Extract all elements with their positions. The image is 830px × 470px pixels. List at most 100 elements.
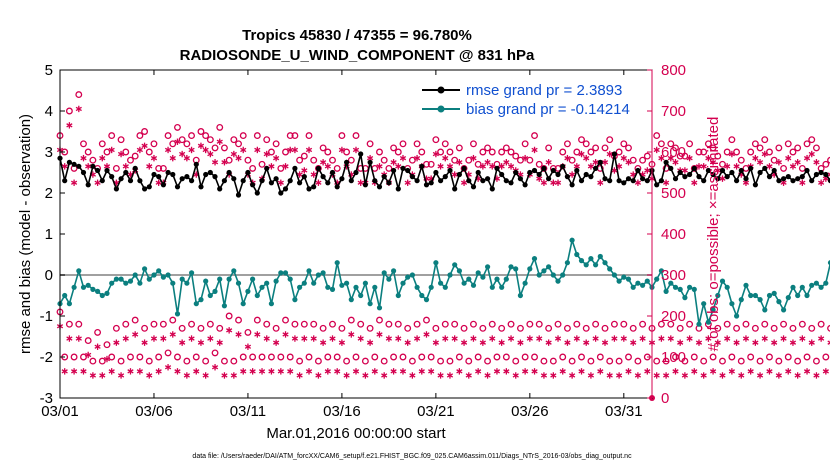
data-point-bias [640, 282, 646, 288]
data-point-rmse [499, 171, 505, 178]
data-point-rmse [391, 167, 397, 174]
data-point-rmse [123, 169, 129, 176]
obs-assimilated-marker [202, 146, 209, 154]
obs-assimilated-marker [202, 372, 209, 379]
data-point-bias [405, 274, 411, 280]
obs-assimilated-marker [197, 142, 205, 150]
obs-assimilated-marker [803, 368, 811, 375]
obs-assimilated-marker [724, 335, 731, 342]
obs-assimilated-marker [799, 335, 806, 342]
obs-assimilated-marker [221, 372, 228, 379]
obs-possible-marker [122, 148, 130, 156]
obs-assimilated-marker [305, 146, 313, 154]
y-tick-label: 2 [45, 185, 53, 202]
obs-assimilated-marker [324, 163, 331, 170]
data-point-bias [513, 266, 519, 272]
obs-possible-marker [474, 353, 482, 361]
data-point-bias [99, 292, 105, 299]
x-tick-label: 03/26 [511, 403, 549, 420]
obs-assimilated-marker [207, 335, 214, 342]
data-point-bias [781, 307, 787, 313]
obs-possible-marker [394, 320, 402, 328]
obs-assimilated-marker [761, 335, 768, 342]
obs-assimilated-marker [75, 105, 82, 113]
data-point-bias [470, 282, 477, 288]
obs-possible-marker [578, 136, 585, 144]
data-point-rmse [348, 178, 354, 184]
data-point-rmse [560, 163, 566, 169]
obs-assimilated-marker [413, 335, 421, 342]
data-point-bias [677, 286, 683, 292]
data-point-bias [668, 280, 674, 286]
data-point-rmse [555, 171, 561, 178]
data-point-rmse [527, 169, 533, 176]
obs-possible-marker [366, 324, 374, 332]
obs-assimilated-marker [606, 372, 613, 379]
obs-possible-marker [681, 152, 689, 160]
obs-assimilated-marker [305, 368, 313, 375]
data-point-bias [715, 292, 721, 299]
obs-possible-marker [253, 132, 261, 140]
data-point-bias [254, 292, 260, 299]
obs-possible-marker [498, 148, 506, 156]
obs-assimilated-marker [507, 163, 515, 170]
data-point-rmse [405, 167, 411, 174]
obs-possible-marker [338, 132, 346, 140]
obs-assimilated-marker [127, 368, 134, 375]
obs-assimilated-marker [517, 339, 524, 346]
obs-possible-marker [70, 353, 78, 361]
obs-possible-marker [516, 156, 524, 164]
obs-assimilated-marker [808, 150, 815, 158]
obs-assimilated-marker [507, 335, 515, 342]
obs-assimilated-marker [728, 368, 735, 375]
obs-possible-marker [502, 144, 510, 152]
obs-assimilated-marker [503, 159, 510, 166]
data-point-rmse [118, 176, 124, 182]
data-point-bias [734, 313, 740, 319]
data-point-bias [334, 260, 340, 266]
data-point-rmse [306, 186, 312, 192]
obs-possible-marker [441, 320, 449, 328]
obs-assimilated-marker [724, 163, 731, 170]
obs-possible-marker [272, 324, 280, 332]
data-point-rmse [508, 180, 514, 186]
obs-assimilated-marker [211, 159, 219, 166]
data-point-rmse [574, 167, 580, 174]
data-point-bias [785, 295, 791, 301]
obs-possible-marker [258, 353, 266, 361]
obs-possible-marker [803, 353, 811, 361]
obs-assimilated-marker [803, 154, 811, 162]
obs-assimilated-marker [230, 372, 237, 379]
data-point-rmse [99, 178, 105, 184]
data-point-rmse [66, 159, 72, 165]
data-point-bias [762, 307, 768, 313]
obs-possible-marker [408, 156, 416, 164]
data-point-rmse [748, 165, 754, 171]
obs-possible-marker [122, 320, 130, 328]
data-point-rmse [325, 180, 331, 186]
obs-possible-marker [488, 320, 496, 328]
data-point-rmse [409, 174, 415, 180]
obs-assimilated-marker [136, 368, 143, 375]
data-point-bias [475, 270, 481, 276]
obs-assimilated-marker [597, 368, 604, 375]
data-point-bias [344, 280, 350, 286]
data-point-bias [409, 272, 415, 278]
obs-assimilated-marker [296, 372, 303, 379]
obs-possible-marker [484, 357, 492, 365]
data-point-rmse [813, 171, 820, 178]
obs-assimilated-marker [320, 339, 327, 346]
obs-possible-marker [737, 357, 745, 365]
obs-assimilated-marker [653, 372, 660, 379]
data-point-bias [156, 268, 162, 274]
data-point-rmse [151, 171, 157, 178]
data-point-bias [109, 280, 115, 286]
obs-possible-marker [352, 132, 360, 140]
obs-assimilated-marker [587, 163, 595, 170]
obs-possible-marker [484, 144, 492, 152]
obs-possible-marker [305, 353, 313, 361]
obs-possible-marker [188, 320, 196, 328]
obs-possible-marker [545, 144, 553, 152]
y2-tick-label: 700 [661, 103, 686, 120]
data-point-rmse [607, 178, 613, 184]
